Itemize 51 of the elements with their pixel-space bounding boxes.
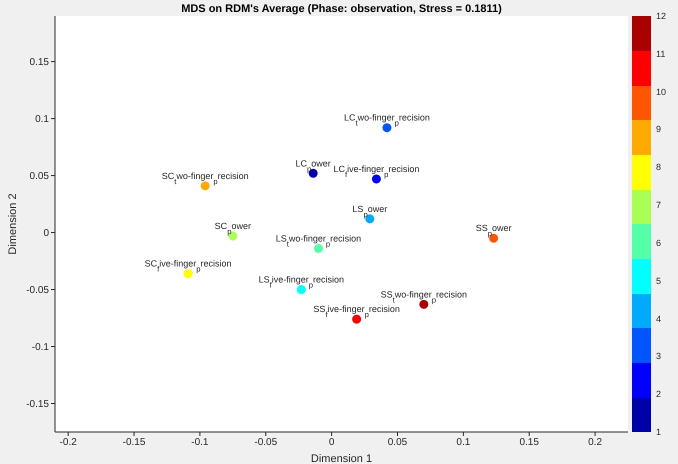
- color-bar-label: 4: [656, 312, 662, 325]
- x-tick-label: 0.05: [388, 437, 408, 448]
- y-tick-label: -0.15: [26, 399, 50, 410]
- x-tick-label: 0.2: [588, 437, 602, 448]
- color-bar-label: 2: [656, 388, 662, 400]
- x-tick-label: -0.1: [191, 437, 209, 448]
- x-tick-label: -0.05: [254, 437, 278, 448]
- color-bar-label: 11: [656, 48, 666, 60]
- chart-title: MDS on RDM's Average (Phase: observation, Stress = 0.1811): [180, 2, 503, 17]
- y-tick-label: 0.1: [35, 114, 50, 126]
- annotation: LS$_{f}$ive-finger$_{p}$recision: [258, 274, 344, 290]
- annotation: SC$_{t}$wo-finger$_{p}$recision: [162, 170, 249, 186]
- annotation: SS$_{p}$ower: [476, 223, 512, 238]
- point: [372, 174, 381, 184]
- annotation: LS$_{t}$wo-finger$_{p}$recision: [276, 234, 362, 248]
- point: [382, 123, 392, 132]
- annotation: SC$_{p}$ower: [214, 220, 251, 236]
- y-tick-label: 0: [43, 228, 50, 240]
- point: [184, 269, 193, 278]
- y-tick-label: -0.1: [32, 342, 50, 354]
- x-tick-label: -0.15: [122, 437, 146, 448]
- y-tick-label: -0.05: [26, 285, 50, 296]
- x-tick-label: -0.2: [60, 437, 78, 448]
- y-axis-title: Dimension 2: [7, 193, 19, 255]
- point: [296, 285, 306, 294]
- y-tick-label: 0.15: [30, 57, 50, 68]
- annotation: LS$_{p}$ower: [352, 204, 388, 218]
- point: [352, 314, 362, 324]
- annotation: SS$_{t}$wo-finger$_{p}$recision: [380, 289, 468, 304]
- color-bar-label: 9: [656, 123, 662, 136]
- y-tick-label: 0.05: [30, 171, 50, 182]
- x-axis-title: Dimension 1: [310, 453, 372, 464]
- point: [314, 244, 323, 254]
- annotation: LC$_{t}$wo-finger$_{p}$recision: [344, 112, 430, 128]
- x-tick-label: 0.1: [456, 437, 471, 448]
- point: [419, 300, 428, 309]
- annotation: SS$_{f}$ive-finger$_{p}$recision: [313, 304, 400, 319]
- x-tick-label: 0.15: [519, 437, 540, 448]
- color-bar-label: 10: [656, 86, 666, 98]
- color-bar-label: 3: [656, 350, 662, 362]
- color-bar-label: 1: [656, 426, 662, 438]
- x-tick-label: 0: [328, 437, 335, 448]
- point: [200, 181, 210, 190]
- color-bar-label: 5: [656, 274, 662, 287]
- color-bar-label: 8: [656, 161, 662, 174]
- color-bar-label: 7: [656, 199, 662, 212]
- annotation: SC$_{f}$ive-finger$_{p}$recision: [144, 258, 232, 274]
- color-bar-label: 12: [656, 10, 666, 22]
- annotation: LC$_{p}$ower: [296, 158, 331, 173]
- annotation: LC$_{f}$ive-finger$_{p}$recision: [333, 164, 420, 178]
- color-bar-label: 6: [656, 236, 662, 249]
